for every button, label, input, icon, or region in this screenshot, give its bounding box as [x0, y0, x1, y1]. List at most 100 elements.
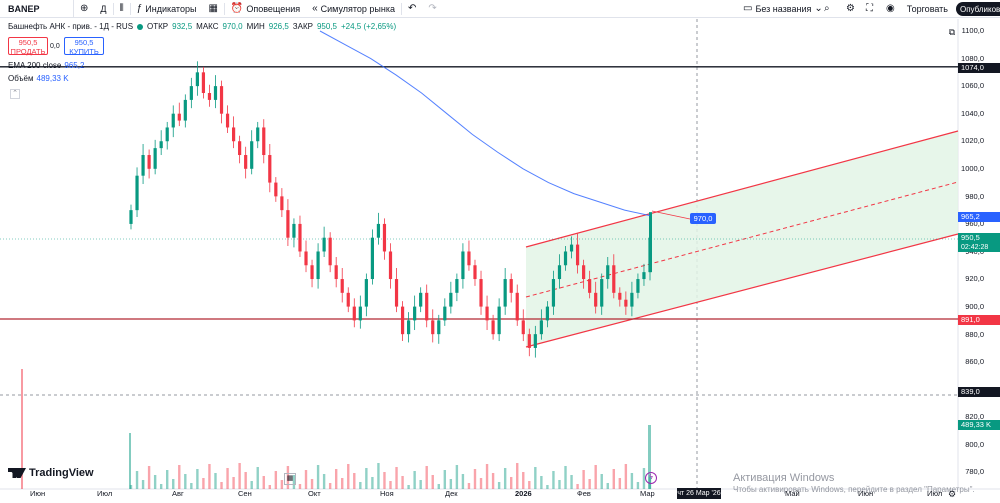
fullscreen-icon: ⛶ [866, 3, 873, 14]
candle-body [606, 265, 610, 280]
buy-button[interactable]: 950,5 КУПИТЬ [64, 37, 104, 56]
volume-bar [461, 474, 465, 489]
add-symbol-button[interactable]: ⊕ [74, 0, 94, 18]
volume-bar [491, 473, 495, 489]
close-label: ЗАКР [292, 22, 313, 31]
sell-button[interactable]: 950,5 ПРОДАТЬ [8, 37, 48, 56]
candle-body [213, 86, 218, 100]
volume-bar [528, 481, 531, 489]
screenshot-icon[interactable]: ⧉ [948, 27, 956, 37]
alerts-button[interactable]: ⏰ Оповещения [225, 0, 306, 18]
candle-body [551, 279, 556, 307]
candle-body [159, 141, 163, 149]
volume-bar [576, 484, 579, 489]
redo-button[interactable]: ↷ [422, 0, 442, 18]
candle-body [207, 93, 212, 100]
calendar-icon[interactable]: ▦ [284, 473, 296, 485]
time-tick-label: Ноя [380, 489, 394, 498]
replay-button[interactable]: «Симулятор рынка [306, 0, 401, 18]
candle-body [413, 306, 417, 321]
trade-button[interactable]: Торговать [906, 4, 948, 14]
divider [129, 2, 131, 15]
time-tick-label: Сен [238, 489, 252, 498]
candle-body [352, 306, 356, 321]
candle-body [256, 127, 260, 142]
candle-body [443, 306, 447, 321]
candle-body [479, 279, 483, 307]
volume-bar [353, 473, 356, 489]
collapse-legend-button[interactable]: ⌃ [10, 89, 20, 99]
volume-bar [546, 485, 549, 489]
time-tick-label: Июн [30, 489, 46, 498]
volume-bar [232, 477, 235, 489]
layout-icon: ▭ [743, 3, 753, 14]
chart-type-button[interactable]: ⫴ [114, 0, 130, 18]
undo-button[interactable]: ↶ [402, 0, 422, 18]
alarm-clock-icon: ⏰ [230, 3, 244, 14]
volume-bar [503, 468, 507, 489]
fullscreen-button[interactable]: ⛶ [860, 0, 879, 18]
buy-label: КУПИТЬ [69, 47, 99, 56]
search-button[interactable]: ⌕ [818, 0, 836, 18]
windows-watermark-subtitle: Чтобы активировать Windows, перейдите в … [733, 485, 975, 494]
candle-body [461, 251, 465, 280]
volume-bar [467, 483, 471, 489]
sell-label: ПРОДАТЬ [10, 47, 46, 56]
volume-bar [558, 480, 561, 489]
volume-value: 489,33 K [36, 74, 69, 83]
cursor-price-label: 839,0 [958, 387, 1000, 397]
grid-icon: ▦ [208, 3, 218, 14]
cursor-date-label: чт 26 Мар '26 [677, 488, 721, 499]
candle-body [642, 272, 646, 280]
undo-icon: ↶ [408, 3, 417, 14]
volume-bar [594, 465, 597, 489]
settings-gear-icon[interactable]: ⚙ [947, 489, 957, 499]
volume-bar [226, 468, 229, 489]
volume-bar-last [648, 425, 651, 489]
candle-body [497, 306, 501, 335]
volume-bar [485, 464, 489, 489]
volume-bar [292, 475, 296, 489]
volume-bar [564, 466, 567, 489]
snapshot-button[interactable]: ◉ [880, 0, 901, 18]
candle-body [533, 334, 537, 348]
interval-button[interactable]: Д [100, 3, 107, 14]
indicators-button[interactable]: ƒ Индикаторы [131, 0, 203, 18]
candle-body [630, 292, 634, 307]
candle-body [364, 279, 368, 307]
candle-body [238, 141, 242, 156]
candle-body [425, 292, 429, 321]
price-chart[interactable] [0, 19, 1000, 503]
close-value: 950,5 [316, 22, 337, 31]
volume-bar [497, 482, 501, 489]
candle-body [135, 175, 139, 211]
publish-button[interactable]: Опубликовать [956, 2, 1000, 16]
volume-legend[interactable]: Объём 489,33 K [8, 74, 69, 83]
layouts-button[interactable]: ▦ [202, 0, 223, 18]
candle-body [292, 223, 296, 238]
price-callout[interactable]: 970,0 [690, 213, 716, 224]
candle-body [334, 265, 338, 280]
candle-body [304, 251, 308, 266]
price-tick-label: 800,0 [965, 440, 984, 449]
time-tick-label: 2026 [515, 489, 532, 498]
candle-body [449, 292, 453, 307]
lightning-icon[interactable]: ϟ [645, 472, 657, 484]
volume-bar [359, 482, 362, 489]
volume-bar [334, 469, 338, 489]
volume-bar [443, 470, 447, 489]
layout-name-button[interactable]: ▭ Без названия ⌄ [737, 0, 829, 18]
ema-line [319, 30, 651, 217]
sell-price: 950,5 [18, 38, 38, 47]
settings-button[interactable]: ⚙ [840, 0, 861, 18]
volume-bar [262, 476, 265, 489]
ema-legend[interactable]: EMA 200 close 965,2 [8, 61, 84, 70]
candle-body [195, 72, 199, 87]
buy-price: 950,5 [74, 38, 94, 47]
candle-body [545, 306, 550, 321]
volume-bar [190, 483, 193, 489]
candle-body [437, 320, 441, 335]
symbol-search[interactable]: BANEP [0, 0, 74, 18]
symbol-title[interactable]: Башнефть АНК - прив. - 1Д - RUS [8, 22, 134, 31]
volume-bar [395, 467, 398, 489]
